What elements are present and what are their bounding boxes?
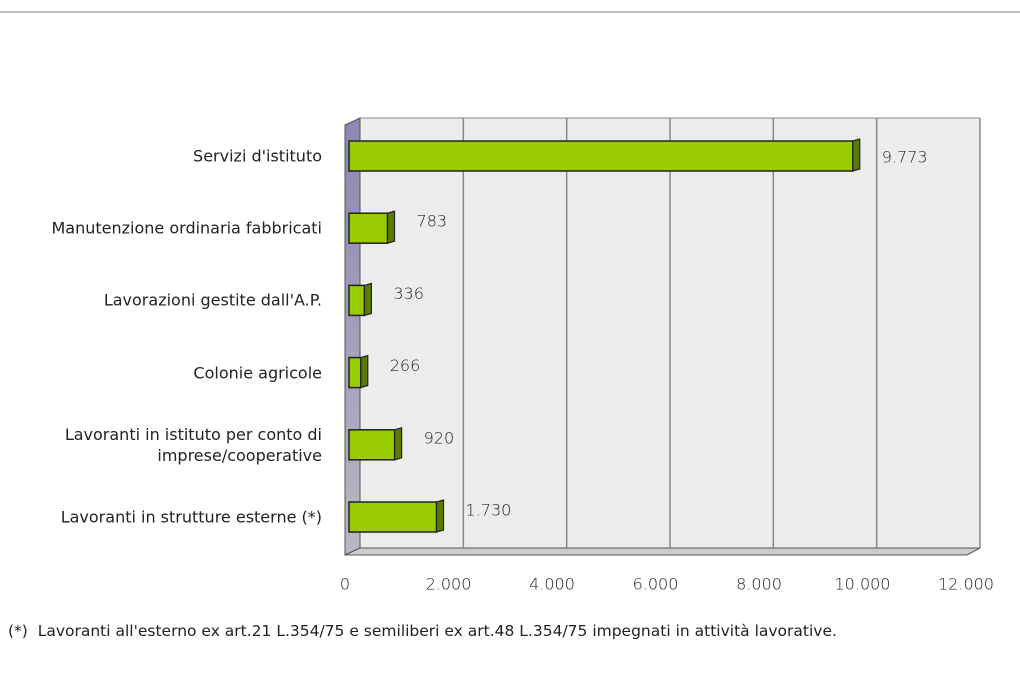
y-tick-label: Lavorazioni gestite dall'A.P.	[103, 290, 322, 310]
bar	[348, 212, 389, 244]
bar-side	[386, 210, 396, 244]
bar	[348, 284, 366, 317]
x-tick-label: 2.000	[426, 575, 472, 594]
bar-side	[394, 427, 403, 461]
bar	[348, 501, 438, 533]
x-tick-label: 0	[340, 575, 350, 594]
x-tick-label: 8.000	[736, 575, 782, 594]
value-label: 920	[424, 428, 455, 447]
bar	[348, 140, 854, 172]
x-tick-label: 10.000	[835, 575, 891, 594]
bar-side	[435, 499, 445, 533]
side-wall	[344, 117, 361, 556]
bar-side	[363, 282, 372, 317]
x-tick-label: 12.000	[938, 575, 994, 594]
footnote: (*) Lavoranti all'esterno ex art.21 L.35…	[8, 622, 837, 640]
bar-side	[852, 138, 861, 172]
y-tick-label: Lavoranti in strutture esterne (*)	[60, 507, 322, 527]
value-label: 1.730	[466, 501, 512, 520]
bar	[348, 356, 362, 389]
value-label: 336	[393, 284, 424, 303]
floor	[344, 547, 981, 556]
y-tick-label: Manutenzione ordinaria fabbricati	[51, 218, 323, 238]
value-label: 266	[390, 356, 421, 375]
bar-side	[360, 354, 369, 389]
value-label: 783	[417, 212, 448, 231]
x-tick-label: 4.000	[529, 575, 575, 594]
x-tick-label: 6.000	[633, 575, 679, 594]
y-tick-label: Lavoranti in istituto per conto di impre…	[64, 424, 322, 465]
bar	[348, 429, 396, 461]
y-tick-label: Colonie agricole	[193, 363, 322, 383]
value-label: 9.773	[882, 148, 928, 167]
y-tick-label: Servizi d'istituto	[193, 146, 322, 166]
